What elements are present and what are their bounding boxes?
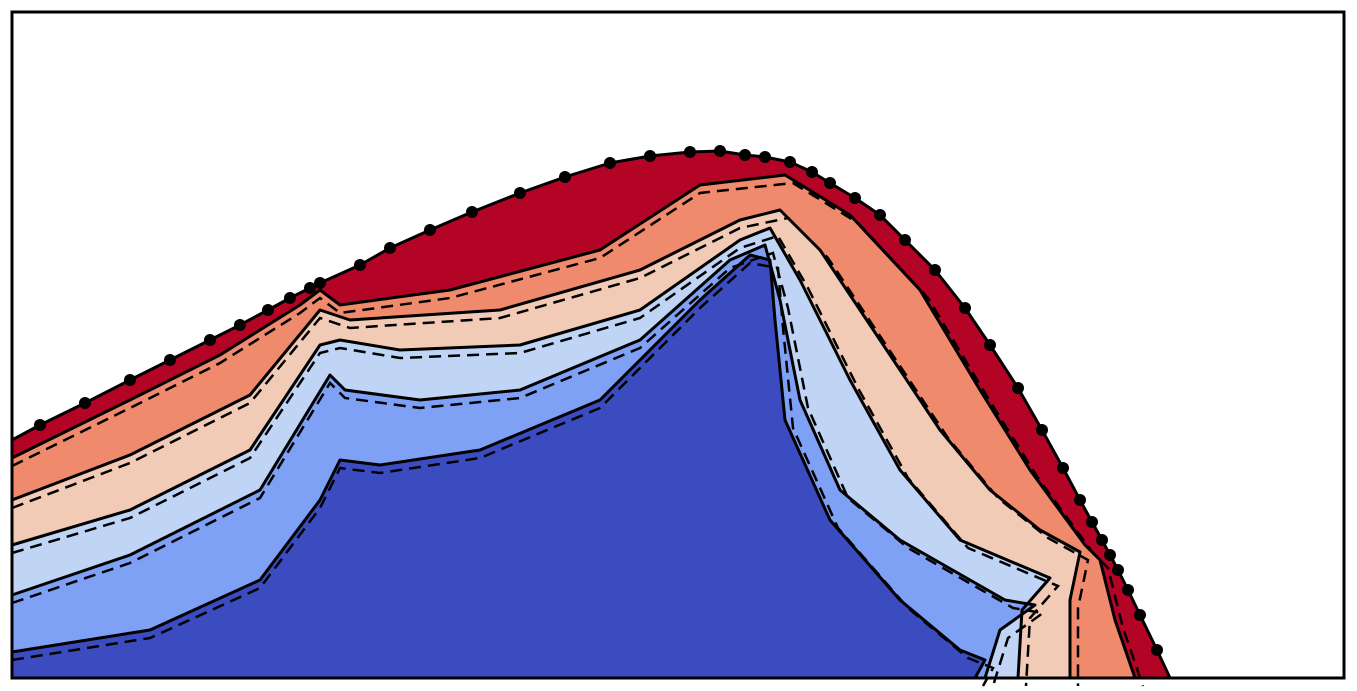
boundary-point	[204, 334, 216, 346]
boundary-point	[604, 157, 616, 169]
boundary-point	[124, 374, 136, 386]
boundary-point	[1096, 534, 1108, 546]
boundary-point	[384, 242, 396, 254]
contour-line-dashed	[11, 181, 1145, 687]
boundary-point	[1134, 609, 1146, 621]
boundary-point	[959, 302, 971, 314]
boundary-point	[1104, 549, 1116, 561]
boundary-point	[1074, 494, 1086, 506]
plot-frame	[10, 10, 1346, 680]
contour-line	[11, 208, 1082, 678]
boundary-point	[899, 234, 911, 246]
boundary-point	[234, 319, 246, 331]
contour-line	[11, 226, 1052, 679]
boundary-point	[559, 171, 571, 183]
boundary-points	[34, 145, 1163, 656]
boundary-point	[314, 277, 326, 289]
boundary-point	[644, 150, 656, 162]
contour-line-dashed	[11, 261, 995, 687]
boundary-point	[1012, 382, 1024, 394]
boundary-point	[824, 177, 836, 189]
boundary-point	[739, 149, 751, 161]
boundary-point	[684, 146, 696, 158]
boundary-point	[514, 187, 526, 199]
boundary-point	[1151, 644, 1163, 656]
boundary-point	[984, 339, 996, 351]
contour-line-dashed	[11, 216, 1090, 686]
boundary-point	[164, 354, 176, 366]
boundary-point	[806, 166, 818, 178]
boundary-point	[1122, 584, 1134, 596]
boundary-point	[784, 156, 796, 168]
boundary-point	[466, 206, 478, 218]
boundary-point	[849, 192, 861, 204]
boundary-point	[714, 145, 726, 157]
boundary-point	[262, 304, 274, 316]
boundary-point	[424, 224, 436, 236]
boundary-point	[1057, 462, 1069, 474]
boundary-point	[1086, 516, 1098, 528]
contour-band	[12, 255, 985, 678]
boundary-point	[79, 397, 91, 409]
boundary-point	[929, 264, 941, 276]
boundary-point	[304, 282, 316, 294]
boundary-point	[354, 259, 366, 271]
boundary-point	[34, 419, 46, 431]
boundary-point	[284, 292, 296, 304]
contour-line	[11, 243, 1037, 679]
contour-line-dashed	[11, 251, 1047, 687]
boundary-point	[874, 209, 886, 221]
boundary-point	[759, 151, 771, 163]
boundary-point	[1112, 564, 1124, 576]
boundary-point	[1036, 424, 1048, 436]
